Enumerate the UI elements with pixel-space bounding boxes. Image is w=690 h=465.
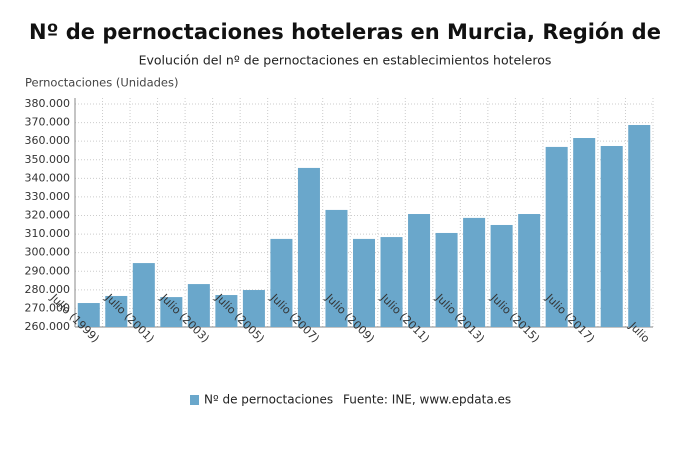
y-tick-label: 350.000 <box>25 153 71 166</box>
y-tick-label: 380.000 <box>25 97 71 110</box>
bar <box>573 138 596 327</box>
bar <box>518 214 541 327</box>
y-tick-label: 320.000 <box>25 209 71 222</box>
bar <box>490 224 513 327</box>
bar <box>132 263 155 327</box>
bar <box>545 146 568 327</box>
bar <box>628 124 651 327</box>
y-axis-label: Pernoctaciones (Unidades) <box>25 76 178 90</box>
bar <box>352 238 376 327</box>
y-tick-label: 260.000 <box>25 320 71 333</box>
y-tick-label: 360.000 <box>25 134 71 147</box>
bar <box>463 217 486 327</box>
bar <box>325 209 348 327</box>
bar <box>187 284 210 327</box>
y-tick-label: 280.000 <box>25 283 71 296</box>
bar <box>270 238 293 327</box>
chart-title: Nº de pernoctaciones hoteleras en Murcia… <box>29 20 661 44</box>
bar <box>160 297 183 327</box>
source: Fuente: INE, www.epdata.es <box>343 393 511 407</box>
bar <box>380 237 403 327</box>
legend-swatch <box>190 395 199 405</box>
legend-label: Nº de pernoctaciones <box>204 393 333 407</box>
bar <box>435 232 458 327</box>
bar <box>215 295 238 327</box>
bar <box>600 145 623 327</box>
bar <box>408 214 431 327</box>
y-tick-label: 340.000 <box>25 171 71 184</box>
y-tick-label: 330.000 <box>25 190 71 203</box>
chart-subtitle: Evolución del nº de pernoctaciones en es… <box>139 53 552 68</box>
bar <box>105 295 128 327</box>
y-tick-label: 290.000 <box>25 264 71 277</box>
y-tick-label: 300.000 <box>25 246 71 259</box>
y-tick-label: 270.000 <box>25 301 71 314</box>
bar <box>242 290 265 327</box>
bar <box>297 167 320 327</box>
y-tick-label: 370.000 <box>25 116 71 129</box>
bar <box>77 303 100 327</box>
y-tick-label: 310.000 <box>25 227 71 240</box>
